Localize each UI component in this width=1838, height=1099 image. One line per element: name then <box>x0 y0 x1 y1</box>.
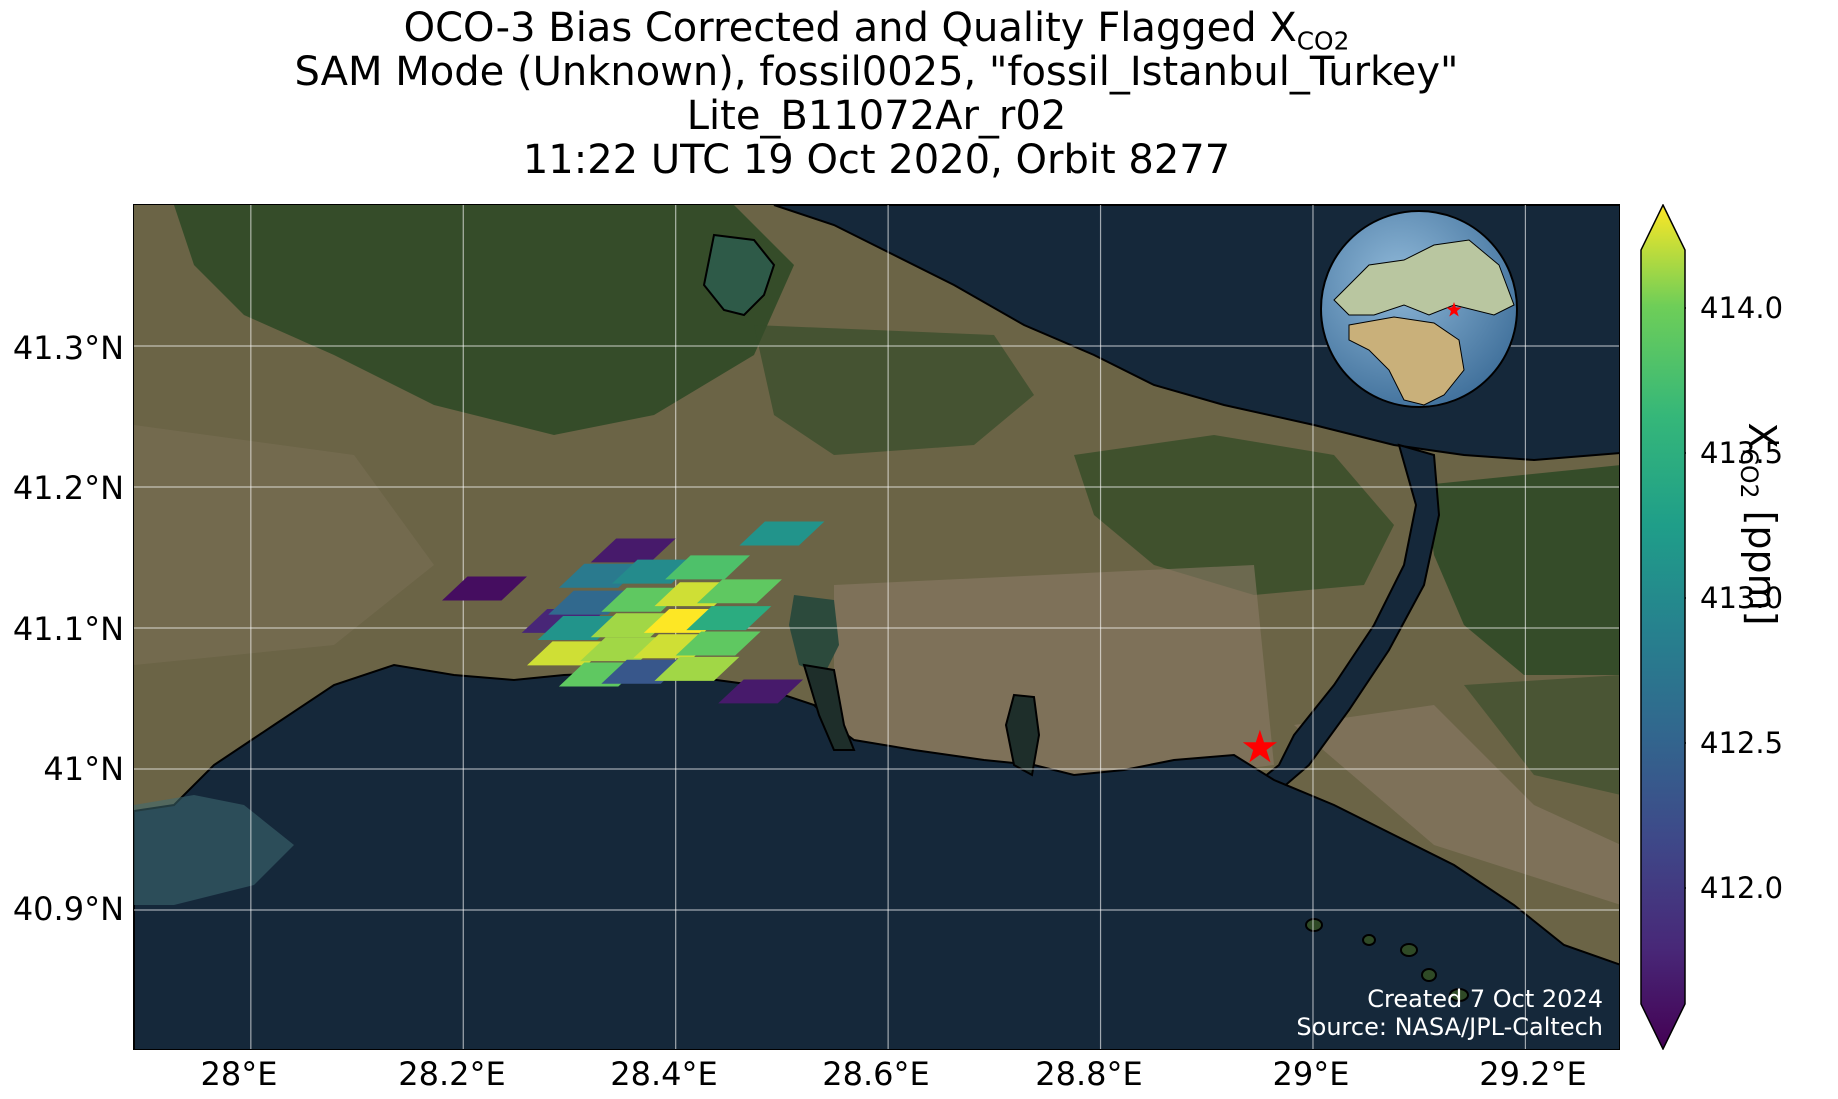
colorbar-label-subscript: CO2 <box>1734 448 1763 499</box>
lon-tick-label: 28°E <box>200 1055 278 1093</box>
globe-star-icon <box>1446 302 1462 317</box>
title-line-1-text: OCO-3 Bias Corrected and Quality Flagged… <box>403 5 1297 51</box>
sounding-footprint <box>696 579 782 604</box>
lake-kucukcekmece <box>789 595 839 675</box>
sounding-footprint <box>665 555 750 580</box>
lat-tick-label: 41.3°N <box>12 329 124 367</box>
map-panel[interactable]: Created 7 Oct 2024 Source: NASA/JPL-Calt… <box>133 204 1620 1050</box>
lat-tick-label: 41°N <box>43 750 124 788</box>
credit-block: Created 7 Oct 2024 Source: NASA/JPL-Calt… <box>1296 985 1603 1041</box>
lon-tick-label: 28.2°E <box>398 1055 506 1093</box>
colorbar-label: XCO2 [ppm] <box>1734 324 1787 724</box>
sounding-footprint <box>718 679 804 704</box>
lat-tick-label: 41.2°N <box>12 469 124 507</box>
urban-areas <box>134 425 1619 905</box>
map-canvas[interactable] <box>134 205 1620 1050</box>
colorbar-label-unit: [ppm] <box>1740 498 1784 626</box>
lon-tick-label: 29°E <box>1272 1055 1350 1093</box>
colorbar-tick-label: 413.0 <box>1700 581 1784 615</box>
title-line-1-subscript: CO2 <box>1296 26 1350 56</box>
lon-tick-label: 28.6°E <box>822 1055 930 1093</box>
title-line-3: Lite_B11072Ar_r02 <box>686 93 1067 139</box>
globe-africa <box>1348 316 1465 406</box>
princes-islands <box>1305 918 1469 1002</box>
globe-eurasia <box>1333 239 1515 316</box>
colorbar <box>1640 204 1686 1050</box>
target-star-icon <box>1242 729 1277 763</box>
sounding-footprint <box>686 606 772 631</box>
title-line-4: 11:22 UTC 19 Oct 2020, Orbit 8277 <box>522 137 1231 183</box>
lon-tick-label: 28.8°E <box>1035 1055 1143 1093</box>
colorbar-label-text: X <box>1740 422 1784 449</box>
sounding-footprint <box>442 576 527 601</box>
sea-of-marmara <box>134 663 1619 1049</box>
lake-lower <box>802 663 856 751</box>
lat-tick-label: 40.9°N <box>12 890 124 928</box>
sounding-footprint <box>654 656 740 681</box>
xco2-soundings <box>442 521 825 704</box>
lake-terkos <box>702 233 776 317</box>
colorbar-tick-label: 412.0 <box>1700 871 1784 905</box>
sounding-footprint <box>739 521 825 546</box>
title-line-2: SAM Mode (Unknown), fossil0025, "fossil_… <box>294 49 1459 95</box>
colorbar-tick-label: 413.5 <box>1700 436 1784 470</box>
inset-globe <box>1320 210 1518 408</box>
sediment-plume <box>134 795 294 905</box>
colorbar-ticks <box>1685 307 1686 889</box>
colorbar-ramp <box>1640 204 1686 1050</box>
lon-tick-label: 29.2°E <box>1479 1055 1587 1093</box>
sounding-footprint <box>590 538 676 563</box>
title-line-1: OCO-3 Bias Corrected and Quality Flagged… <box>133 5 1620 54</box>
map-gridlines <box>134 205 1619 1049</box>
lat-tick-label: 41.1°N <box>12 610 124 648</box>
credit-created: Created 7 Oct 2024 <box>1367 985 1603 1013</box>
forest-areas <box>174 205 1619 795</box>
colorbar-tick-label: 412.5 <box>1700 726 1784 760</box>
sounding-footprint <box>675 631 761 656</box>
lon-tick-label: 28.4°E <box>610 1055 718 1093</box>
lake-buyukcekmece <box>1004 693 1041 777</box>
colorbar-tick-label: 414.0 <box>1700 291 1784 325</box>
credit-source: Source: NASA/JPL-Caltech <box>1296 1013 1603 1041</box>
figure-title: OCO-3 Bias Corrected and Quality Flagged… <box>133 6 1620 182</box>
